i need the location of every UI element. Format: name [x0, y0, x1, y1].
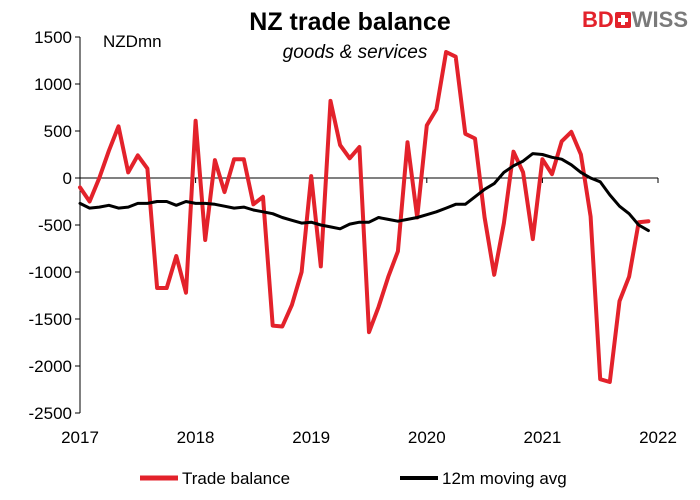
- x-tick-label: 2018: [177, 428, 215, 447]
- chart-subtitle: goods & services: [282, 42, 428, 63]
- legend-item-moving-avg-label: 12m moving avg: [442, 469, 567, 488]
- bdswiss-logo: BD WISS: [581, 7, 688, 32]
- series-line-moving-avg: [78, 152, 650, 233]
- unit-label: NZDmn: [103, 32, 162, 51]
- chart-title: NZ trade balance: [249, 8, 451, 36]
- swiss-cross-icon: [614, 12, 631, 28]
- x-tick-label: 2019: [292, 428, 330, 447]
- series-line-trade-balance: [78, 50, 651, 384]
- logo-text-bd: BD: [581, 7, 614, 32]
- y-tick-label: -2500: [29, 404, 72, 423]
- x-tick-label: 2017: [61, 428, 99, 447]
- x-tick-label: 2021: [523, 428, 561, 447]
- y-tick-label: -1500: [29, 310, 72, 329]
- x-tick-label: 2020: [408, 428, 446, 447]
- y-tick-label: 0: [63, 169, 72, 188]
- y-tick-label: 1500: [34, 28, 72, 47]
- y-tick-label: 1000: [34, 75, 72, 94]
- legend-item-trade-balance-label: Trade balance: [182, 469, 290, 488]
- y-tick-label: -1000: [29, 263, 72, 282]
- y-tick-label: -2000: [29, 357, 72, 376]
- y-tick-label: -500: [38, 216, 72, 235]
- y-tick-label: 500: [44, 122, 72, 141]
- logo-text-swiss: WISS: [631, 7, 688, 32]
- x-tick-label: 2022: [639, 428, 677, 447]
